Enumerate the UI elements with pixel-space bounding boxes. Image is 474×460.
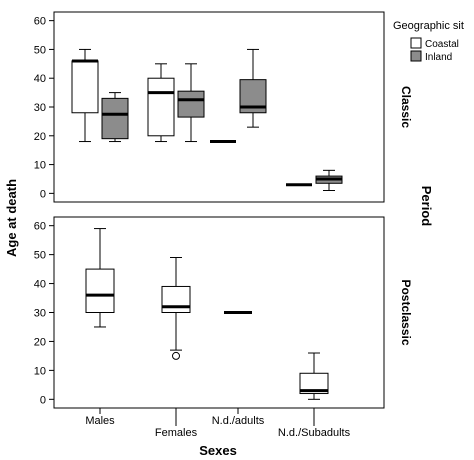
y-tick-label: 50	[34, 250, 46, 262]
y-tick-label: 10	[34, 160, 46, 172]
x-axis: Males Females N.d./adults N.d./Subadults	[85, 408, 351, 439]
legend-title: Geographic sit	[393, 20, 464, 32]
legend-swatch-inland	[410, 50, 422, 62]
box-females-inland-iqr	[177, 90, 205, 118]
panel-postclassic: 0 10 20 30 40 50 60 Postclassic	[34, 216, 413, 409]
y-tick-label: 20	[34, 131, 46, 143]
x-tick-label-males: Males	[85, 415, 115, 427]
panel-label-postclassic: Postclassic	[399, 279, 413, 345]
legend-swatch-coastal	[410, 37, 422, 49]
box-n-d-subadults-coastal-iqr	[299, 372, 329, 395]
y-tick-label: 30	[34, 102, 46, 114]
y-axis-label: Age at death	[4, 179, 19, 257]
facet-label: Period	[419, 186, 434, 227]
y-tick-label: 50	[34, 44, 46, 56]
x-tick-label-n-d-adults: N.d./adults	[212, 415, 265, 427]
y-tick-label: 60	[34, 221, 46, 233]
y-tick-label: 20	[34, 336, 46, 348]
box-males-coastal-iqr	[71, 60, 99, 114]
box-males-coastal-iqr	[85, 268, 115, 314]
x-tick-label-females: Females	[155, 427, 198, 439]
legend-label-inland: Inland	[425, 52, 452, 63]
y-tick-label: 0	[40, 394, 46, 406]
box-males-inland-iqr	[101, 97, 129, 140]
x-axis-label: Sexes	[199, 443, 237, 458]
box-females-coastal-outlier	[172, 351, 180, 360]
box-females-coastal-iqr	[161, 285, 191, 314]
panel-classic: 0 10 20 30 40 50 60 Classic	[34, 11, 413, 203]
panel-label-classic: Classic	[399, 86, 413, 128]
legend: Geographic sit Coastal Inland	[393, 20, 464, 63]
y-tick-label: 10	[34, 365, 46, 377]
y-tick-label: 40	[34, 279, 46, 291]
y-tick-label: 0	[40, 188, 46, 200]
y-tick-label: 40	[34, 73, 46, 85]
legend-label-coastal: Coastal	[425, 39, 459, 50]
x-tick-label-n-d-subadults: N.d./Subadults	[278, 427, 351, 439]
y-tick-label: 30	[34, 308, 46, 320]
box-females-coastal-iqr	[147, 77, 175, 137]
y-tick-label: 60	[34, 16, 46, 28]
